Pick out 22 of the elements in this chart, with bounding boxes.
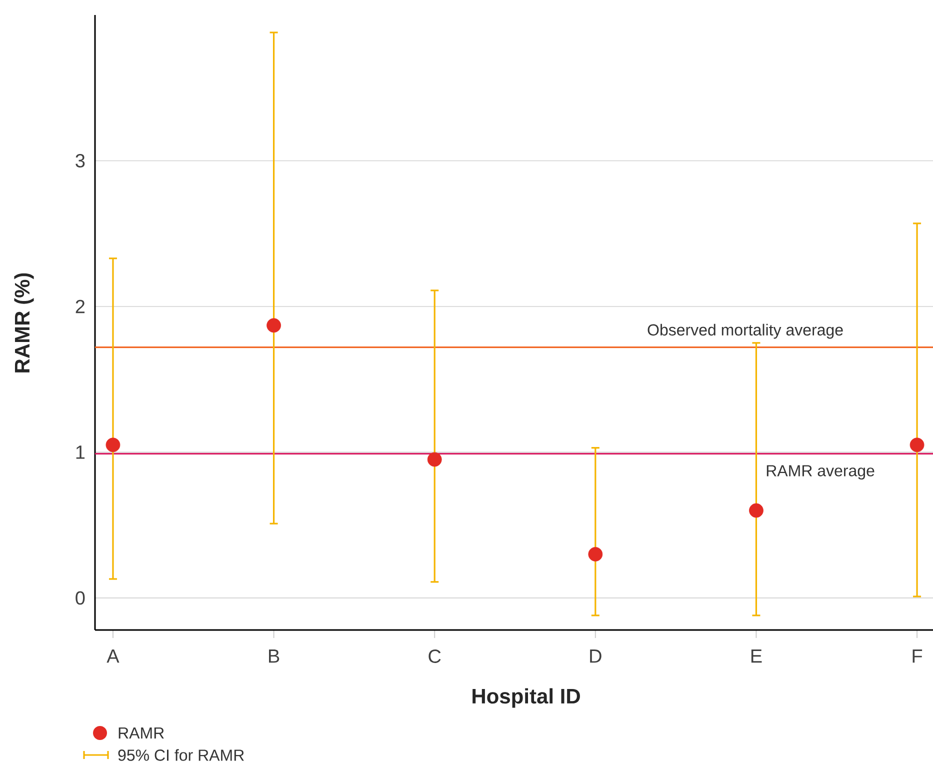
point: [749, 503, 764, 518]
x-tick-label: D: [590, 650, 602, 663]
x-tick-label: F: [912, 650, 922, 663]
text: 95% CI for RAMR: [118, 749, 244, 761]
x-tick-label: E: [751, 650, 762, 663]
y-tick-label: 0: [76, 591, 85, 605]
x-tick-label: B: [269, 650, 280, 663]
x-tick-label: C: [428, 650, 441, 663]
y-tick-label: 2: [76, 300, 85, 314]
point: [266, 318, 281, 333]
y-tick-label: 1: [76, 446, 85, 459]
ref-line-label: RAMR average: [766, 465, 874, 480]
y-axis-title: RAMR (%): [14, 273, 34, 372]
point: [106, 438, 120, 452]
legend-label: RAMR: [118, 727, 164, 739]
point: [588, 547, 603, 562]
x-tick-label: A: [106, 650, 120, 663]
point: [910, 438, 924, 452]
point: [427, 452, 442, 467]
y-tick-label: 3: [76, 154, 85, 168]
x-axis-title: Hospital ID: [472, 688, 580, 708]
ref-line-label: Observed mortality average: [648, 324, 843, 339]
